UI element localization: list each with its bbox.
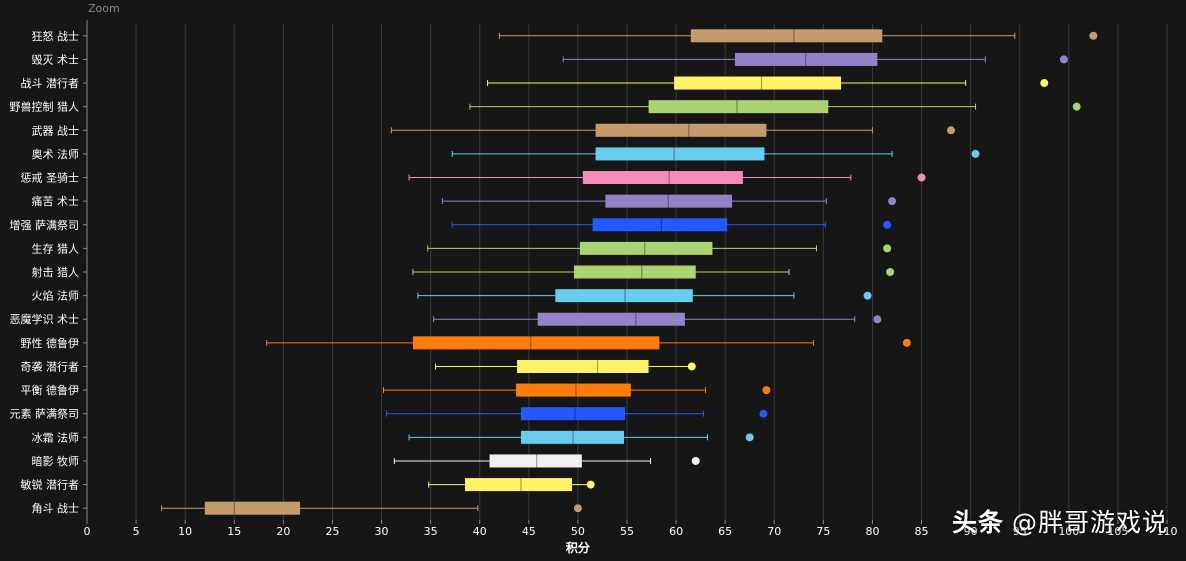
x-tick-label: 65 [718,525,732,538]
box[interactable] [595,147,765,161]
outlier-point[interactable] [873,315,882,324]
box[interactable] [465,478,573,492]
box[interactable] [595,123,767,137]
watermark-brand: 头条 [951,508,1004,537]
x-tick-label: 0 [84,525,91,538]
outlier-point[interactable] [947,126,955,135]
outlier-point[interactable] [883,220,892,229]
x-tick-label: 70 [767,525,781,538]
outlier-point[interactable] [883,244,892,253]
box[interactable] [605,194,733,208]
category-label: 惩戒 圣骑士 [21,172,80,185]
x-tick-label: 15 [227,525,241,538]
outlier-point[interactable] [573,504,582,513]
box[interactable] [674,76,842,90]
outlier-point[interactable] [691,456,700,465]
outlier-point[interactable] [863,291,872,300]
x-tick-label: 105 [1107,525,1128,538]
category-label: 射击 猎人 [32,265,80,279]
category-label: 毁灭 术士 [32,52,80,66]
x-tick-label: 80 [865,525,879,538]
category-label: 恶魔学识 术士 [10,312,80,326]
outlier-point[interactable] [745,433,754,442]
box[interactable] [573,265,696,279]
x-tick-label: 100 [1058,525,1079,538]
zoom-label[interactable]: Zoom [88,2,120,15]
category-label: 火焰 法师 [32,289,80,303]
x-tick-label: 85 [915,525,929,538]
category-label: 元素 萨满祭司 [10,408,80,421]
category-label: 角斗 战士 [32,502,80,515]
box[interactable] [648,100,829,114]
category-label: 增强 萨满祭司 [10,218,80,232]
box[interactable] [592,218,728,232]
x-tick-label: 60 [669,525,683,538]
x-tick-label: 50 [571,525,585,538]
category-label: 狂怒 战士 [32,29,80,43]
watermark: 头条 @胖哥游戏说 [952,503,1168,539]
x-tick-label: 10 [178,525,192,538]
category-label: 奥术 法师 [32,147,80,161]
x-tick-label: 40 [473,525,487,538]
category-label: 平衡 德鲁伊 [21,383,80,397]
outlier-point[interactable] [586,480,595,489]
category-label: 暗影 牧师 [32,454,80,468]
box[interactable] [735,52,878,66]
outlier-point[interactable] [1059,55,1068,64]
box[interactable] [555,289,693,303]
outlier-point[interactable] [1072,102,1081,111]
box[interactable] [579,241,713,255]
x-tick-label: 20 [276,525,290,538]
outlier-point[interactable] [1089,31,1098,40]
outlier-point[interactable] [762,386,771,395]
watermark-handle: @胖哥游戏说 [1011,508,1168,537]
outlier-point[interactable] [886,268,895,276]
category-label: 生存 猎人 [32,241,80,255]
x-tick-label: 5 [133,525,140,538]
category-label: 武器 战士 [32,124,80,137]
category-label: 冰霜 法师 [32,430,80,444]
x-tick-label: 95 [1013,525,1027,538]
outlier-point[interactable] [1040,79,1049,88]
category-label: 痛苦 术士 [32,194,80,208]
outlier-point[interactable] [902,338,911,347]
x-tick-label: 90 [964,525,978,538]
category-label: 奇袭 潜行者 [21,359,80,373]
outlier-point[interactable] [917,173,926,182]
box[interactable] [520,430,625,444]
box[interactable] [537,312,685,326]
box[interactable] [412,336,660,350]
outlier-point[interactable] [687,362,696,371]
box[interactable] [204,501,301,515]
outlier-point[interactable] [888,197,897,206]
box[interactable] [517,359,649,373]
box[interactable] [489,454,582,468]
outlier-point[interactable] [971,149,980,158]
box[interactable] [520,407,626,421]
category-label: 敏锐 潜行者 [21,478,80,492]
category-label: 战斗 潜行者 [21,76,80,90]
category-label: 野兽控制 猎人 [10,100,80,114]
x-axis-title: 积分 [566,540,590,555]
x-tick-label: 110 [1157,525,1178,538]
outlier-point[interactable] [759,409,768,418]
x-tick-label: 25 [325,525,339,538]
x-tick-label: 35 [424,525,438,538]
box[interactable] [690,29,883,43]
x-tick-label: 45 [522,525,536,538]
box[interactable] [516,383,631,397]
x-tick-label: 30 [375,525,389,538]
x-tick-label: 55 [620,525,634,538]
x-tick-label: 75 [816,525,830,538]
box[interactable] [582,171,743,185]
category-label: 野性 德鲁伊 [21,336,80,350]
